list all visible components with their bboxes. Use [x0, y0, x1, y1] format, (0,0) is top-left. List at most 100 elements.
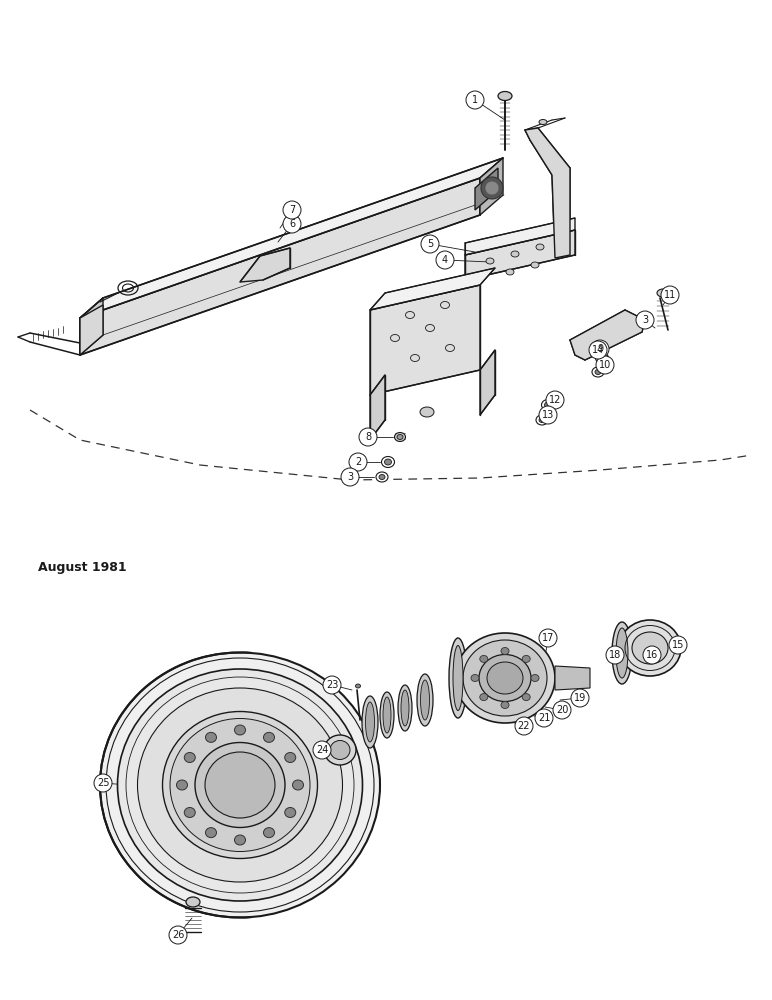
Ellipse shape [506, 269, 514, 275]
Ellipse shape [362, 696, 378, 748]
Polygon shape [480, 158, 503, 215]
Ellipse shape [471, 674, 479, 682]
Text: 24: 24 [316, 745, 328, 755]
Ellipse shape [324, 735, 356, 765]
Ellipse shape [455, 633, 555, 723]
Circle shape [591, 340, 609, 358]
Ellipse shape [616, 628, 628, 678]
Ellipse shape [479, 654, 531, 702]
Circle shape [466, 91, 484, 109]
Ellipse shape [485, 181, 499, 195]
Ellipse shape [479, 655, 488, 662]
Text: 26: 26 [172, 930, 185, 940]
Ellipse shape [391, 334, 399, 342]
Circle shape [313, 741, 331, 759]
Circle shape [606, 646, 624, 664]
Ellipse shape [137, 688, 343, 882]
Polygon shape [570, 310, 645, 360]
Polygon shape [80, 178, 480, 355]
Polygon shape [555, 666, 590, 690]
Text: 20: 20 [556, 705, 568, 715]
Text: August 1981: August 1981 [38, 560, 127, 574]
Circle shape [515, 717, 533, 735]
Text: 23: 23 [326, 680, 338, 690]
Polygon shape [465, 218, 575, 255]
Polygon shape [465, 230, 575, 280]
Circle shape [539, 629, 557, 647]
Ellipse shape [330, 740, 350, 760]
Ellipse shape [421, 680, 429, 720]
Ellipse shape [511, 251, 519, 257]
Ellipse shape [522, 694, 530, 701]
Circle shape [571, 689, 589, 707]
Ellipse shape [381, 456, 394, 468]
Text: 8: 8 [365, 432, 371, 442]
Text: 16: 16 [646, 650, 658, 660]
Text: 13: 13 [542, 410, 554, 420]
Text: 10: 10 [599, 360, 611, 370]
Ellipse shape [383, 697, 391, 733]
Polygon shape [240, 248, 290, 282]
Ellipse shape [536, 244, 544, 250]
Ellipse shape [285, 808, 296, 818]
Ellipse shape [425, 324, 435, 332]
Ellipse shape [285, 752, 296, 762]
Text: 3: 3 [642, 315, 648, 325]
Ellipse shape [417, 674, 433, 726]
Circle shape [539, 406, 557, 424]
Ellipse shape [177, 780, 188, 790]
Ellipse shape [657, 289, 669, 297]
Ellipse shape [539, 418, 545, 422]
Polygon shape [370, 268, 495, 310]
Polygon shape [475, 168, 498, 210]
Text: 17: 17 [542, 633, 554, 643]
Text: 19: 19 [574, 693, 586, 703]
Ellipse shape [398, 685, 412, 731]
Ellipse shape [463, 640, 547, 716]
Ellipse shape [481, 177, 503, 199]
Text: 3: 3 [347, 472, 353, 482]
Text: 22: 22 [518, 721, 530, 731]
Ellipse shape [501, 702, 509, 708]
Text: 9: 9 [597, 344, 603, 354]
Ellipse shape [544, 402, 551, 408]
Ellipse shape [411, 355, 419, 361]
Circle shape [661, 286, 679, 304]
Ellipse shape [117, 669, 363, 901]
Text: 2: 2 [355, 457, 361, 467]
Polygon shape [370, 285, 480, 395]
Ellipse shape [186, 897, 200, 907]
Circle shape [436, 251, 454, 269]
Ellipse shape [205, 752, 275, 818]
Ellipse shape [394, 432, 405, 442]
Text: 5: 5 [427, 239, 433, 249]
Ellipse shape [235, 725, 245, 735]
Circle shape [535, 709, 553, 727]
Ellipse shape [162, 712, 317, 858]
Circle shape [669, 636, 687, 654]
Ellipse shape [263, 732, 275, 742]
Ellipse shape [263, 828, 275, 838]
Circle shape [349, 453, 367, 471]
Ellipse shape [632, 632, 668, 664]
Ellipse shape [522, 655, 530, 662]
Text: 6: 6 [289, 219, 295, 229]
Text: 25: 25 [96, 778, 110, 788]
Ellipse shape [445, 344, 455, 352]
Circle shape [553, 701, 571, 719]
Ellipse shape [185, 752, 195, 762]
Ellipse shape [539, 119, 547, 124]
Ellipse shape [531, 674, 539, 682]
Polygon shape [80, 298, 103, 355]
Polygon shape [80, 305, 103, 355]
Ellipse shape [531, 262, 539, 268]
Ellipse shape [397, 434, 403, 440]
Ellipse shape [449, 638, 467, 718]
Ellipse shape [365, 702, 374, 742]
Ellipse shape [441, 302, 449, 308]
Ellipse shape [195, 742, 285, 828]
Ellipse shape [486, 258, 494, 264]
Ellipse shape [401, 690, 409, 726]
Ellipse shape [379, 475, 385, 480]
Circle shape [546, 391, 564, 409]
